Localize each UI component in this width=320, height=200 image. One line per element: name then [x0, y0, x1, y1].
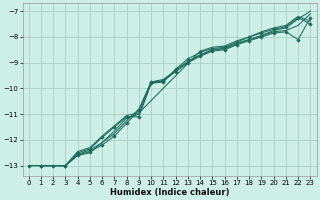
X-axis label: Humidex (Indice chaleur): Humidex (Indice chaleur)	[110, 188, 229, 197]
